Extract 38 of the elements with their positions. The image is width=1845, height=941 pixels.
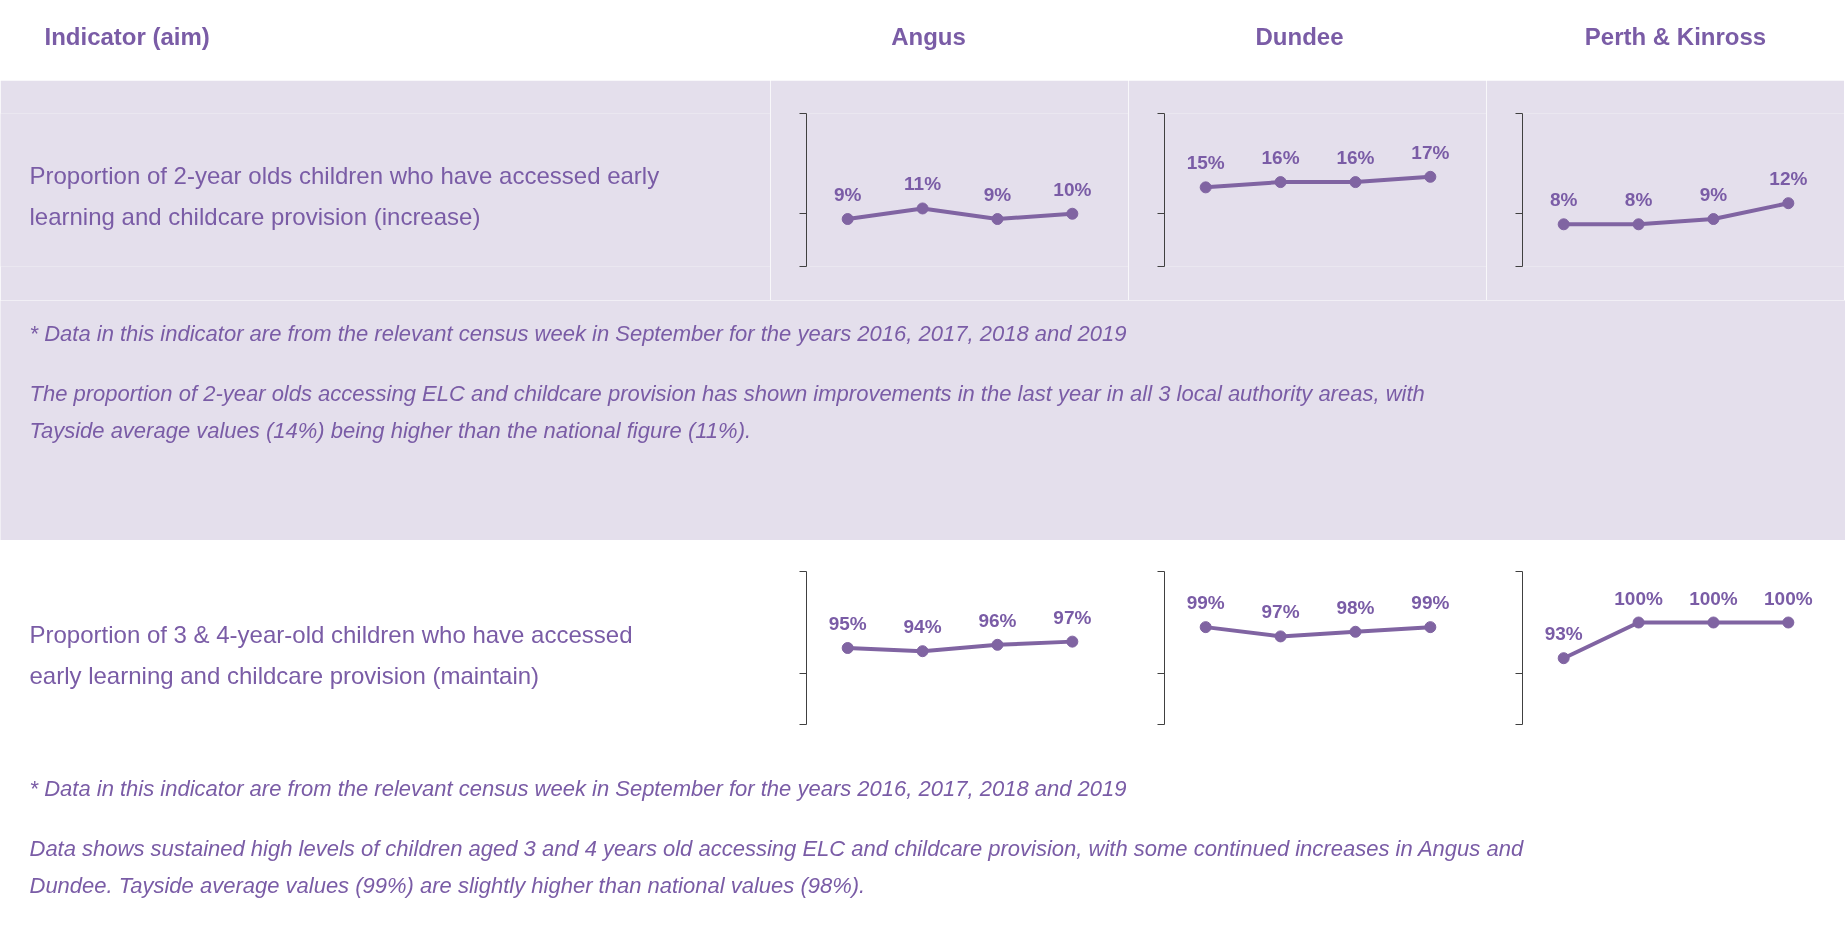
text: The proportion of 2-year olds accessing ELC and childcare provision has shown improvements in the last year in all 3 local authority areas, with Tayside average values (14%) being higher than the national figure (11%). — [29, 380, 1425, 443]
text: * Data in this indicator are from the relevant census week in September for the years 2016, 2017, 2018 and 2019 — [29, 775, 1127, 801]
data-label: 98% — [1336, 596, 1375, 618]
text: Angus — [891, 22, 966, 50]
text: Data shows sustained high levels of children aged 3 and 4 years old accessing ELC and childcare provision, with some continued increases in Angus and Dundee. Tayside average values (99%) are slightly higher than national values (98%). — [29, 835, 1524, 898]
data-label: 8% — [1624, 189, 1653, 211]
data-label: 100% — [1614, 587, 1663, 609]
text: Proportion of 3 & 4-year-old children who have accessed early learning and childcare provision (maintain) — [29, 621, 633, 689]
text: Indicator (aim) — [44, 22, 210, 50]
point — [916, 645, 929, 658]
data-label: 8% — [1549, 189, 1578, 211]
text: * Data in this indicator are from the relevant census week in September for the years 2016, 2017, 2018 and 2019 — [29, 320, 1127, 346]
data-label: 99% — [1186, 592, 1225, 614]
point — [991, 638, 1004, 651]
data-label: 10% — [1053, 178, 1092, 200]
data-label: 16% — [1336, 147, 1375, 169]
data-label: 9% — [833, 184, 862, 206]
data-label: 97% — [1053, 606, 1092, 628]
data-label: 93% — [1544, 623, 1583, 645]
data-label: 11% — [904, 173, 942, 195]
data-label: 9% — [1699, 184, 1728, 206]
text: Proportion of 2-year olds children who have accessed early learning and childcare provision (increase) — [29, 162, 660, 230]
data-label: 16% — [1261, 147, 1300, 169]
data-label: 99% — [1411, 592, 1450, 614]
data-label: 9% — [983, 184, 1012, 206]
point — [841, 642, 854, 654]
data-label: 17% — [1411, 141, 1450, 163]
data-label: 94% — [903, 616, 942, 638]
data-label: 97% — [1261, 601, 1300, 623]
data-label: 100% — [1764, 587, 1813, 609]
data-label: 100% — [1689, 587, 1738, 609]
data-label: 96% — [978, 609, 1017, 631]
text: Dundee — [1255, 22, 1344, 50]
text: Perth & Kinross — [1584, 22, 1767, 50]
point — [1066, 635, 1079, 648]
data-label: 12% — [1769, 168, 1808, 190]
data-label: 15% — [1186, 152, 1225, 174]
data-label: 95% — [828, 613, 867, 634]
